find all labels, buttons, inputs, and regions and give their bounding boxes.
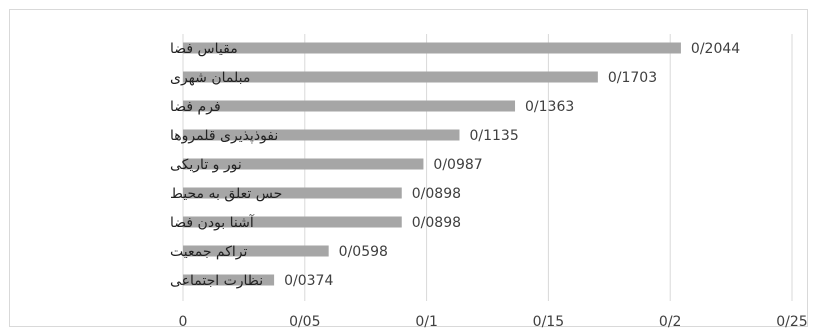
category-label-8: نظارت اجتماعی [170, 273, 263, 289]
value-label-0: 0/2044 [691, 41, 740, 57]
category-label-2: فرم فضا [170, 99, 221, 115]
value-label-2: 0/1363 [525, 99, 574, 115]
category-label-6: آشنا بودن فضا [170, 214, 255, 231]
x-tick-label-1: 0/05 [289, 314, 320, 330]
bar-5 [183, 187, 402, 199]
category-label-4: نور و تاریکی [170, 157, 242, 173]
bar-7 [183, 245, 329, 257]
x-tick-label-5: 0/25 [776, 314, 807, 330]
bar-2 [183, 100, 516, 112]
bar-3 [183, 129, 460, 141]
value-label-6: 0/0898 [412, 215, 461, 231]
category-labels: مقیاس فضا مبلمان شهری فرم فضا نفوذپذیری قلم… [170, 41, 282, 289]
value-label-5: 0/0898 [412, 186, 461, 202]
value-label-3: 0/1135 [469, 128, 518, 144]
category-label-1: مبلمان شهری [170, 70, 250, 86]
value-label-8: 0/0374 [284, 273, 333, 289]
bar-0 [183, 42, 681, 54]
bars [183, 42, 681, 286]
value-label-1: 0/1703 [608, 70, 657, 86]
value-label-4: 0/0987 [433, 157, 482, 173]
category-label-7: تراکم جمعیت [170, 244, 248, 260]
bar-1 [183, 71, 598, 83]
category-label-0: مقیاس فضا [170, 41, 238, 57]
x-tick-label-3: 0/15 [533, 314, 564, 330]
value-labels: 0/2044 0/1703 0/1363 0/1135 0/0987 0/0898 0/08… [284, 41, 740, 289]
x-axis-tick-labels: 0 0/05 0/1 0/15 0/2 0/25 [179, 314, 808, 330]
x-tick-label-2: 0/1 [415, 314, 438, 330]
x-tick-label-4: 0/2 [659, 314, 682, 330]
value-label-7: 0/0598 [339, 244, 388, 260]
bar-4 [183, 158, 424, 170]
bar-8 [183, 274, 275, 286]
bar-6 [183, 216, 402, 228]
x-tick-label-0: 0 [179, 314, 188, 330]
category-label-3: نفوذپذیری قلمروها [170, 128, 278, 144]
category-label-5: حس تعلق به محیط [170, 186, 282, 202]
